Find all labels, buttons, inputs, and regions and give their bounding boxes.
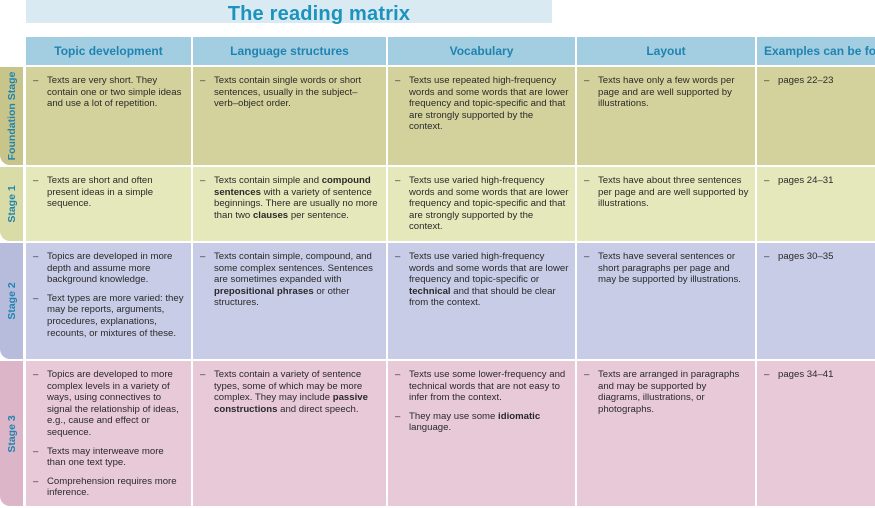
column-header: Layout [577,37,755,65]
table-cell: pages 34–41 [757,361,875,506]
column-header: Examples can be found [757,37,875,65]
list-item: Texts use varied high-frequency words an… [394,175,569,233]
list-item: Texts have about three sentences per pag… [583,175,749,210]
title-bar [26,0,552,23]
list-item: Text types are more varied: they may be … [32,293,185,339]
table-cell: Texts contain a variety of sentence type… [193,361,386,506]
table-cell: Texts are short and often present ideas … [26,167,191,241]
list-item: Texts may interweave more than one text … [32,446,185,469]
list-item: pages 22–23 [763,75,869,87]
table-cell: Texts use repeated high-frequency words … [388,67,575,165]
table-cell: Topics are developed in more depth and a… [26,243,191,359]
list-item: Texts are arranged in paragraphs and may… [583,369,749,415]
column-header: Topic development [26,37,191,65]
list-item: They may use some idiomatic language. [394,411,569,434]
stage-label: Stage 1 [0,167,23,241]
table-cell: pages 24–31 [757,167,875,241]
list-item: Texts use repeated high-frequency words … [394,75,569,133]
list-item: Texts contain simple, compound, and some… [199,251,380,309]
list-item: Texts use some lower-frequency and techn… [394,369,569,404]
list-item: Texts contain simple and compound senten… [199,175,380,221]
table-cell: pages 22–23 [757,67,875,165]
stage-label: Stage 3 [0,361,23,506]
table-cell: Texts use varied high-frequency words an… [388,167,575,241]
table-cell: Texts have several sentences or short pa… [577,243,755,359]
list-item: pages 24–31 [763,175,869,187]
table-cell: Texts contain single words or short sent… [193,67,386,165]
table-cell: Texts contain simple, compound, and some… [193,243,386,359]
list-item: Texts contain single words or short sent… [199,75,380,110]
list-item: Texts are short and often present ideas … [32,175,185,210]
table-cell: Texts use varied high-frequency words an… [388,243,575,359]
list-item: Topics are developed in more depth and a… [32,251,185,286]
list-item: pages 30–35 [763,251,869,263]
list-item: Texts have only a few words per page and… [583,75,749,110]
table-cell: Texts have about three sentences per pag… [577,167,755,241]
stage-label: Stage 2 [0,243,23,359]
list-item: Texts use varied high-frequency words an… [394,251,569,309]
list-item: Comprehension requires more inference. [32,476,185,499]
table-cell: Topics are developed to more complex lev… [26,361,191,506]
table-cell: Texts are arranged in paragraphs and may… [577,361,755,506]
table-cell: Texts are very short. They contain one o… [26,67,191,165]
table-cell: Texts use some lower-frequency and techn… [388,361,575,506]
list-item: Texts are very short. They contain one o… [32,75,185,110]
column-header: Vocabulary [388,37,575,65]
list-item: Texts have several sentences or short pa… [583,251,749,286]
page-title: The reading matrix [227,3,411,25]
list-item: Topics are developed to more complex lev… [32,369,185,439]
stage-label: Foundation Stage [0,67,23,165]
list-item: pages 34–41 [763,369,869,381]
list-item: Texts contain a variety of sentence type… [199,369,380,415]
table-cell: Texts have only a few words per page and… [577,67,755,165]
table-cell: Texts contain simple and compound senten… [193,167,386,241]
table-cell: pages 30–35 [757,243,875,359]
column-header: Language structures [193,37,386,65]
